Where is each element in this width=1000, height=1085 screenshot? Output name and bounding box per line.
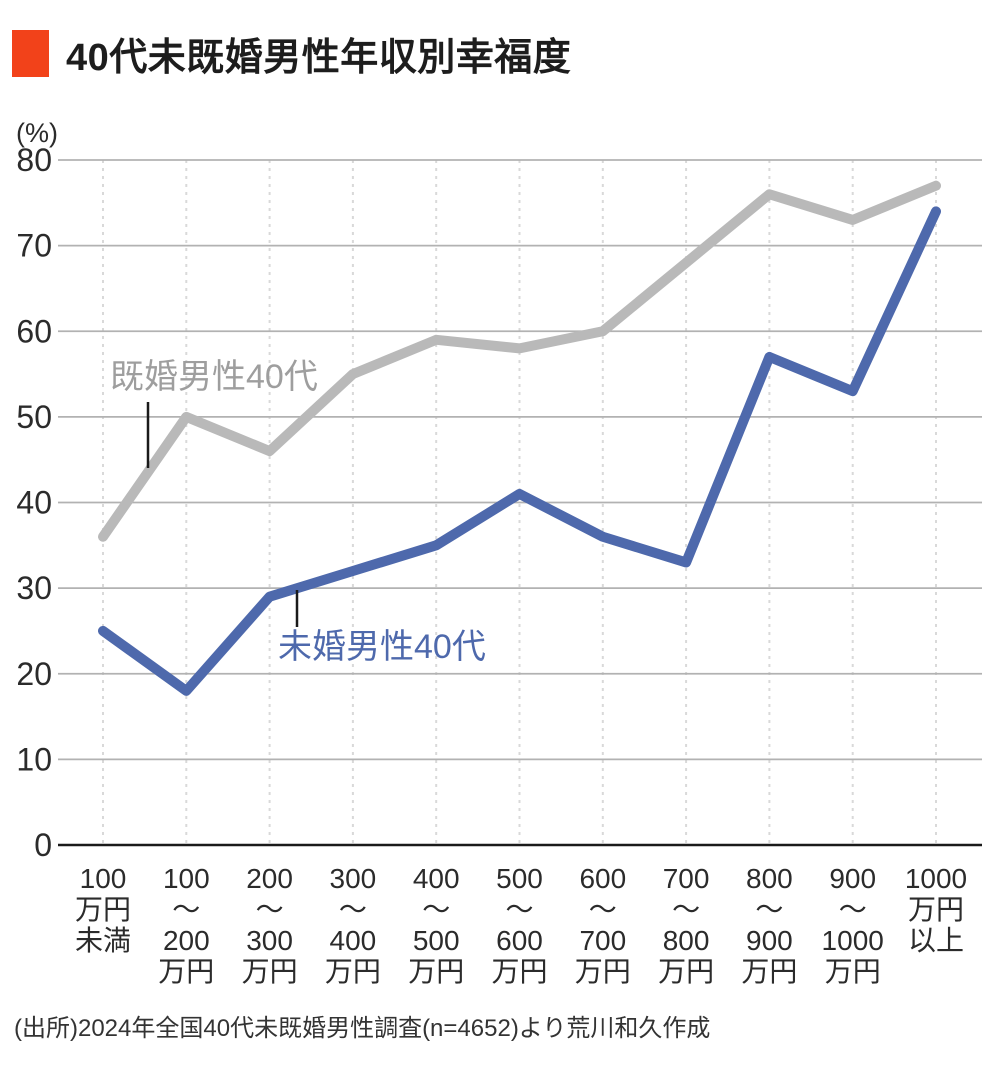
x-axis-category-label: 400 〜 500 万円 [408,863,464,987]
chart-header: 40代未既婚男性年収別幸福度 [12,26,571,81]
x-axis-category-label: 800 〜 900 万円 [741,863,797,987]
y-axis-tick-label: 80 [16,142,52,178]
y-axis-tick-label: 60 [16,313,52,349]
x-axis-category-label: 900 〜 1000 万円 [822,863,884,987]
y-axis-tick-label: 0 [34,827,52,863]
x-axis-category-label: 600 〜 700 万円 [575,863,631,987]
x-axis-category-label: 500 〜 600 万円 [491,863,547,987]
series-line-unmarried [98,206,941,696]
x-axis-category-label: 100 〜 200 万円 [158,863,214,987]
chart-title: 40代未既婚男性年収別幸福度 [66,37,572,79]
y-axis-tick-label: 20 [16,656,52,692]
y-axis-tick-label: 10 [16,741,52,777]
x-axis-category-label: 200 〜 300 万円 [242,863,298,987]
x-axis-category-label: 700 〜 800 万円 [658,863,714,987]
source-note: (出所)2024年全国40代未既婚男性調査(n=4652)より荒川和久作成 [14,1015,711,1042]
x-axis-category-label: 1000 万円以上 [905,863,967,956]
y-axis-tick-label: 50 [16,399,52,435]
series-label-married: 既婚男性40代 [110,358,318,396]
series-label-unmarried: 未婚男性40代 [278,628,486,666]
x-axis-category-label: 100 万円未満 [75,863,131,956]
y-axis-tick-label: 30 [16,570,52,606]
title-accent-square [12,30,49,77]
y-axis-tick-label: 40 [16,485,52,521]
y-axis-unit-label: (%) [16,118,58,148]
series-line-married [98,180,941,542]
x-axis-category-label: 300 〜 400 万円 [325,863,381,987]
y-axis-tick-label: 70 [16,228,52,264]
